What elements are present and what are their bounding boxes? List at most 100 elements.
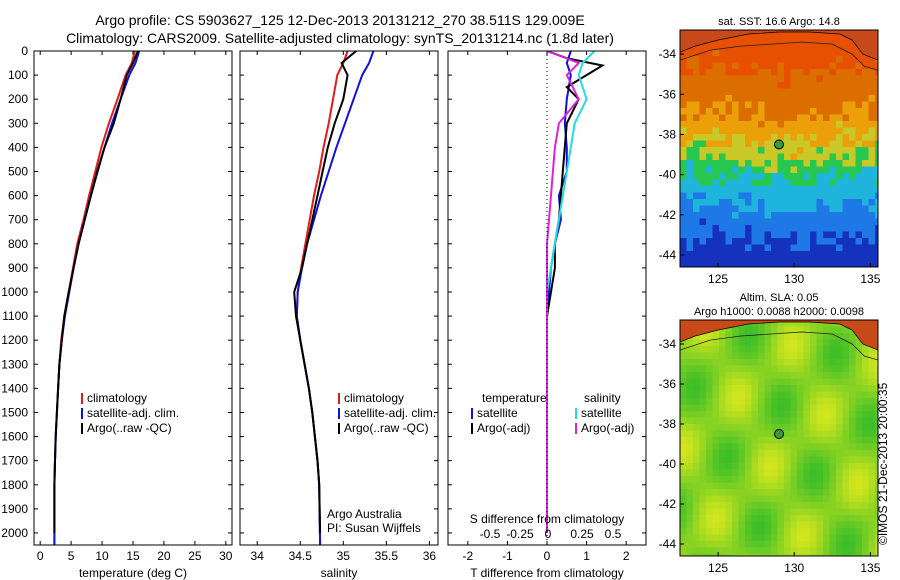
sla-map-heatmap-cell [816, 508, 824, 516]
sst-map-heatmap-cell [823, 36, 830, 44]
difference-xtick-label: -1 [502, 549, 513, 563]
sla-map-heatmap-cell [855, 443, 863, 451]
sst-map-heatmap-cell [745, 127, 752, 135]
sla-map-heatmap-cell [816, 365, 824, 373]
sst-map-heatmap-cell [706, 264, 713, 267]
sla-map-heatmap-cell [680, 437, 687, 444]
sla-map-heatmap-cell [738, 443, 746, 451]
sla-map-heatmap-cell [790, 443, 798, 451]
sst-map-heatmap-cell [758, 225, 765, 232]
sla-map-heatmap-cell [764, 404, 772, 412]
sst-map-heatmap-cell [842, 173, 850, 180]
sla-map-heatmap-cell [751, 346, 759, 353]
sst-map-heatmap-cell [797, 225, 804, 232]
sla-map-heatmap-cell [829, 443, 837, 451]
sla-map-heatmap-cell [686, 541, 694, 548]
sla-map-heatmap-cell [738, 391, 746, 399]
sla-map-heatmap-cell [725, 385, 733, 392]
sla-map-heatmap-cell [745, 456, 752, 464]
sla-map-heatmap-cell [842, 372, 850, 379]
sla-map-heatmap-cell [823, 443, 830, 451]
sla-map-heatmap-cell [790, 430, 798, 438]
sst-map-heatmap-cell [855, 205, 863, 213]
sst-map-heatmap-cell [862, 95, 869, 102]
sla-map-heatmap-cell [758, 359, 765, 366]
sla-map-heatmap-cell [803, 339, 811, 347]
sla-map-heatmap-cell [751, 443, 759, 451]
sla-map-heatmap-cell [836, 508, 843, 516]
sla-map-heatmap-cell [751, 339, 759, 347]
sla-map-heatmap-cell [842, 541, 850, 548]
sla-map-heatmap-cell [855, 547, 863, 555]
sla-map-heatmap-cell [719, 443, 726, 451]
sst-map-heatmap-cell [732, 121, 739, 128]
sla-map-heatmap-cell [738, 502, 746, 509]
sst-map-heatmap-cell [797, 231, 804, 239]
sla-map-heatmap-cell [868, 521, 876, 529]
sla-map-heatmap-cell [810, 359, 817, 366]
sst-map-heatmap-cell [745, 160, 752, 167]
sla-map-heatmap-cell [810, 450, 817, 457]
sla-map-xtick-label: 135 [860, 561, 880, 575]
sla-map-heatmap-cell [706, 359, 713, 366]
sst-map-heatmap-cell [784, 153, 791, 161]
sst-map-heatmap-cell [784, 160, 791, 167]
sla-map-heatmap-cell [849, 508, 856, 516]
sla-map-heatmap-cell [829, 333, 837, 340]
sla-map-heatmap-cell [712, 417, 720, 425]
sla-map-heatmap-cell [706, 333, 713, 340]
sla-map-heatmap-cell [855, 424, 863, 431]
sst-map-heatmap-cell [751, 218, 759, 226]
sst-map-heatmap-cell [823, 56, 830, 63]
sla-map-heatmap-cell [738, 346, 746, 353]
sla-map-heatmap-cell [855, 404, 863, 412]
sst-map-heatmap-cell [829, 205, 837, 213]
sst-map-heatmap-cell [829, 257, 837, 265]
sst-map-heatmap-cell [836, 147, 843, 154]
sla-map-heatmap-cell [849, 456, 856, 464]
sla-map-heatmap-cell [686, 378, 694, 386]
sla-map-heatmap-cell [810, 554, 817, 556]
sst-map-heatmap-cell [764, 199, 772, 206]
sst-map-heatmap-cell [771, 238, 778, 245]
sla-map-heatmap-cell [751, 456, 759, 464]
sla-map-heatmap-cell [797, 515, 804, 522]
sst-map-heatmap-cell [738, 62, 746, 70]
sst-map-heatmap-cell [686, 218, 694, 226]
sla-map-heatmap-cell [842, 554, 850, 556]
sst-map-heatmap-cell [829, 218, 837, 226]
sst-map-heatmap-cell [719, 127, 726, 135]
sla-map-heatmap-cell [797, 372, 804, 379]
sla-map-heatmap-cell [712, 476, 720, 483]
sst-map-heatmap-cell [816, 101, 824, 109]
sst-map-heatmap-cell [790, 160, 798, 167]
sla-map-heatmap-cell [803, 469, 811, 477]
sst-map-heatmap-cell [816, 88, 824, 96]
sst-map-heatmap-cell [868, 179, 876, 187]
sst-map-heatmap-cell [777, 88, 785, 96]
sst-map-heatmap-cell [680, 95, 687, 102]
sla-map-heatmap-cell [751, 521, 759, 529]
sla-map-heatmap-cell [797, 521, 804, 529]
sst-map-heatmap-cell [777, 49, 785, 57]
sst-map-heatmap-cell [842, 134, 850, 141]
sla-map-heatmap-cell [868, 541, 876, 548]
sst-map-heatmap-cell [836, 108, 843, 115]
sla-map-heatmap-cell [836, 547, 843, 555]
sla-map-heatmap-cell [699, 515, 707, 522]
sst-map-heatmap-cell [849, 49, 856, 57]
sla-map-heatmap-cell [680, 398, 687, 405]
sla-map-heatmap-cell [803, 352, 811, 360]
sst-map-heatmap-cell [777, 166, 785, 174]
sla-map-heatmap-cell [764, 515, 772, 522]
sla-map-heatmap-cell [732, 528, 739, 535]
sla-map-heatmap-cell [771, 450, 778, 457]
difference-salinity-legend-label: satellite [581, 406, 622, 420]
sst-map-heatmap-cell [693, 62, 700, 70]
sla-map-heatmap-cell [836, 476, 843, 483]
sla-map-heatmap-cell [803, 430, 811, 438]
sst-map-heatmap-cell [855, 225, 863, 232]
sla-map-heatmap-cell [719, 450, 726, 457]
sla-map-heatmap-cell [712, 391, 720, 399]
